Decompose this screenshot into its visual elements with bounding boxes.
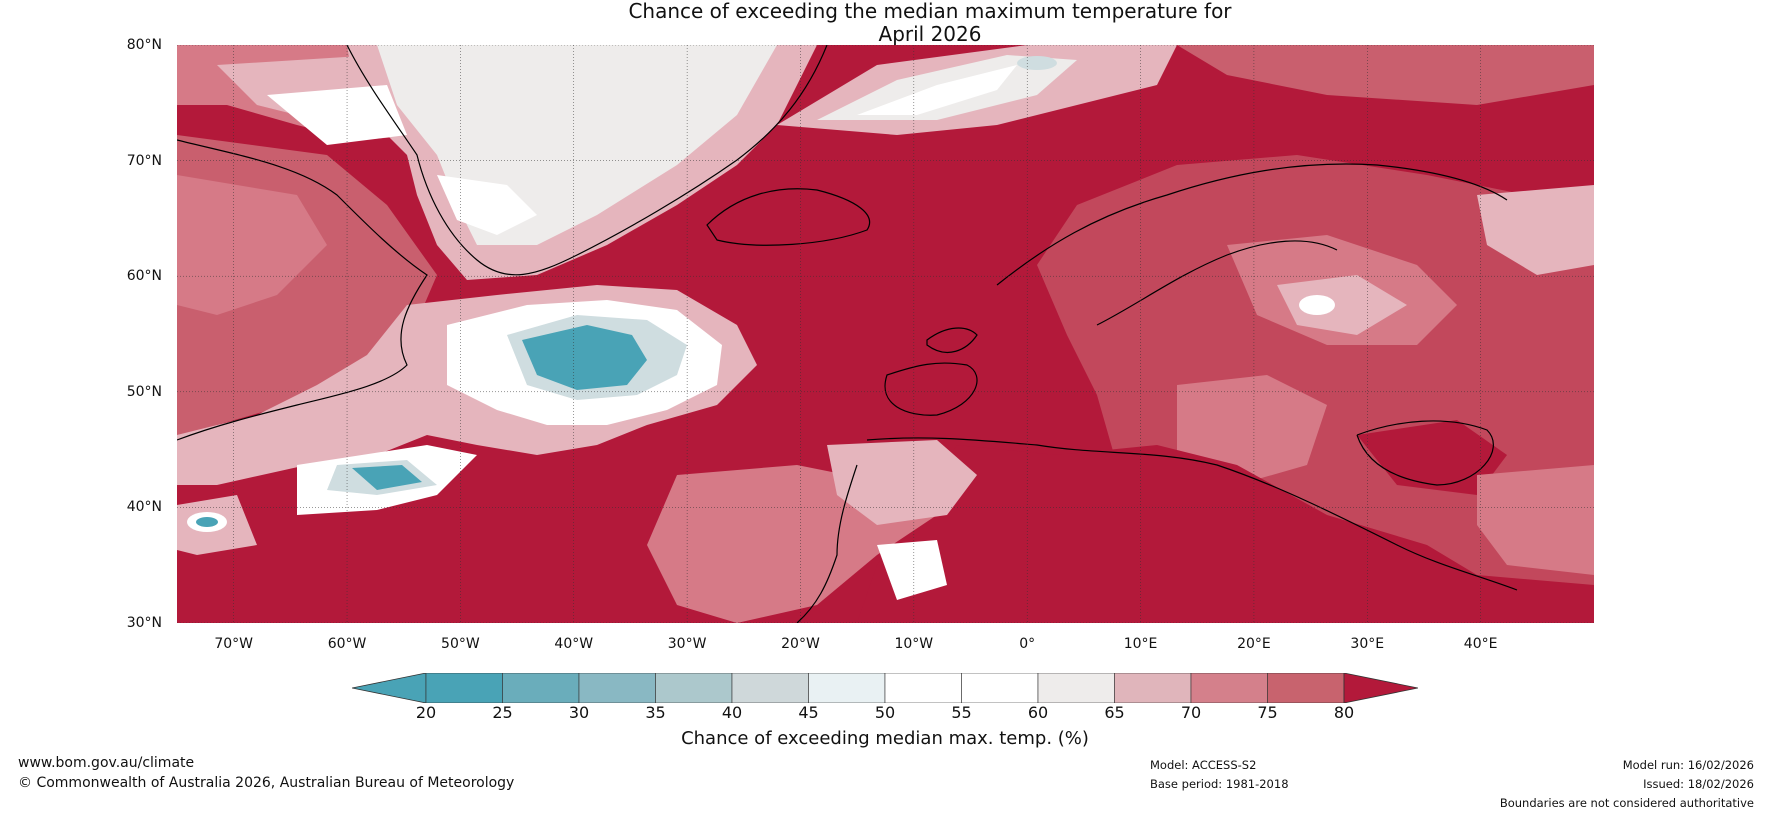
russia-pale [1477,185,1594,275]
title-line-2: April 2026 [878,22,982,46]
colorbar-tick-label: 45 [798,703,819,722]
graticule [177,45,1594,623]
longitude-label: 30°E [1350,636,1385,652]
colorbar-segment [1037,673,1115,703]
latitude-label: 60°N [126,268,162,285]
colorbar-tick-label: 40 [721,703,743,722]
footer-disclaimer: Boundaries are not considered authoritat… [1499,796,1754,810]
longitude-label: 40°E [1463,636,1498,652]
colorbar-tick-label: 55 [951,703,972,722]
footer-model: Model: ACCESS-S2 [1150,758,1257,772]
map-canvas [177,45,1594,623]
colorbar-segment [655,673,733,703]
colorbar-segment [1267,673,1345,703]
forecast-map [177,45,1594,623]
barents-region [1177,45,1594,105]
map-title: Chance of exceeding the median maximum t… [0,0,1770,46]
footer-model-run: Model run: 16/02/2026 [1622,758,1754,772]
colorbar-tick-label: 50 [874,703,896,722]
footer-copyright: © Commonwealth of Australia 2026, Austra… [18,775,515,791]
colorbar-segment [961,673,1039,703]
longitude-label: 40°W [554,636,594,652]
colorbar-segment [425,673,503,703]
greenland-white-patch [437,175,537,235]
colorbar-segment [1190,673,1268,703]
colorbar-tick-label: 60 [1027,703,1049,722]
colorbar-segment [884,673,962,703]
colorbar-extend-high [1343,673,1418,703]
nova-scotia-blue [352,465,422,490]
labrador-region [177,175,327,315]
latitude-label: 40°N [126,499,162,516]
colorbar-tick-label: 65 [1104,703,1125,722]
latitude-label: 50°N [126,383,162,400]
turkey-mid [1477,465,1594,575]
colorbar-extend-low [352,673,427,703]
colorbar-tick-label: 20 [415,703,437,722]
longitude-label: 50°W [441,636,480,652]
coastlines [177,45,1518,623]
arctic-white-patch [267,85,407,145]
longitude-label: 30°W [667,636,707,652]
footer-base-period: Base period: 1981-2018 [1150,777,1289,791]
longitude-label: 20°E [1237,636,1271,652]
longitude-label: 70°W [214,636,254,652]
latitude-label: 30°N [126,615,162,631]
colorbar-segment [808,673,886,703]
longitude-label: 10°W [894,636,934,652]
footer-issued: Issued: 18/02/2026 [1643,777,1754,791]
longitude-label: 0° [1019,636,1036,652]
colorbar [352,673,1418,703]
colorbar-segment [502,673,580,703]
colorbar-segment [731,673,809,703]
latitude-label: 80°N [126,37,162,53]
latitude-label: 70°N [126,152,162,169]
longitude-label: 10°E [1123,636,1158,652]
mediterranean-high [857,445,1594,623]
colorbar-tick-label: 80 [1333,703,1355,722]
longitude-label: 20°W [781,636,820,652]
footer-url: www.bom.gov.au/climate [18,755,195,771]
colorbar-tick-label: 35 [645,703,666,722]
colorbar-segment [1114,673,1192,703]
arctic-sea-white [857,65,1017,115]
longitude-label: 60°W [327,636,367,652]
arctic-blue-spot [1017,56,1057,70]
colorbar-tick-label: 75 [1257,703,1278,722]
colorbar-tick-label: 70 [1180,703,1202,722]
colorbar-tick-label: 30 [568,703,590,722]
iberia-pale [827,440,977,525]
central-europe-mid [1177,375,1327,485]
atlantic-blue-core [522,325,647,390]
colorbar-segment [578,673,656,703]
us-coast-blue [196,517,218,527]
title-line-1: Chance of exceeding the median maximum t… [628,0,1232,23]
colorbar-label: Chance of exceeding median max. temp. (%… [681,728,1089,749]
baltic-pale [1277,275,1407,335]
morocco-white [877,540,947,600]
baltic-white-spot [1299,295,1335,315]
colorbar-tick-label: 25 [492,703,513,722]
